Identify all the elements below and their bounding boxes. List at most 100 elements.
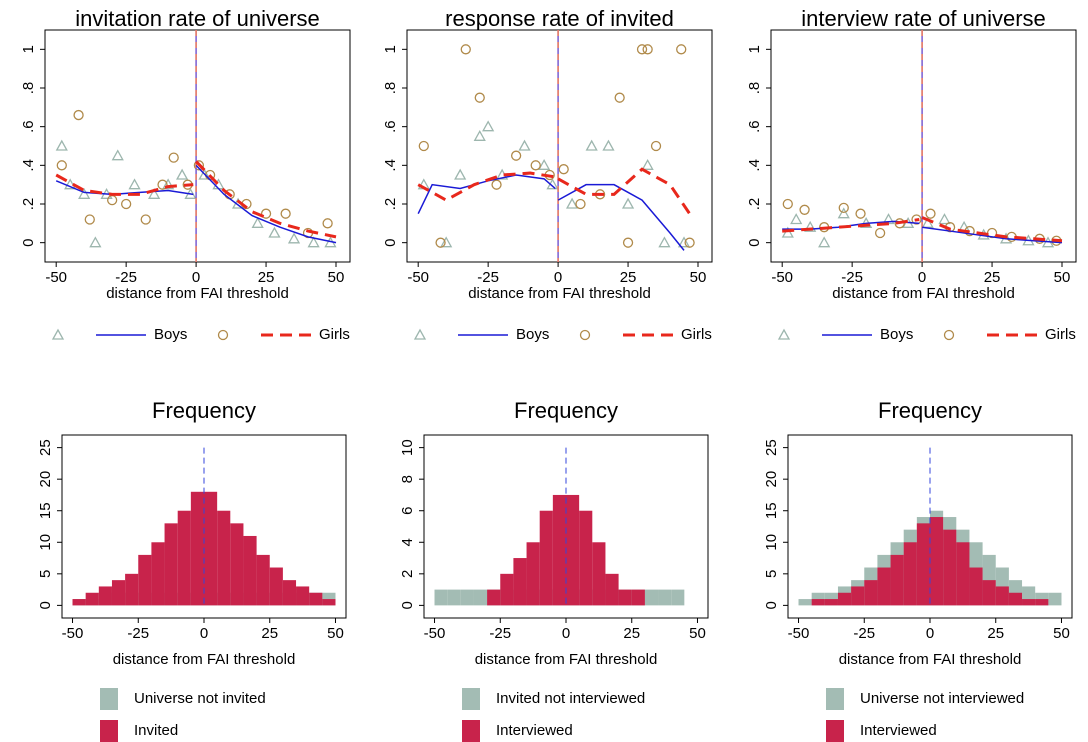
legend-swatch — [100, 688, 118, 710]
girls-point — [491, 179, 502, 190]
histogram-bar — [798, 599, 812, 606]
boys-point — [565, 197, 579, 209]
y-tick-label: 10 — [399, 439, 416, 456]
histogram-bar — [434, 589, 448, 606]
histogram-bar — [916, 523, 930, 606]
boys-point — [804, 220, 817, 232]
x-tick-label: 50 — [1054, 269, 1071, 286]
y-tick-label: 5 — [37, 570, 54, 578]
histogram-bar — [579, 510, 593, 606]
legend-swatch — [462, 688, 480, 710]
x-tick-label: -50 — [771, 269, 793, 286]
histogram-bar — [864, 580, 878, 606]
chart-title: invitation rate of universe — [75, 6, 320, 31]
fit-line — [55, 164, 337, 244]
legend-swatch — [826, 720, 844, 742]
boys-point — [621, 197, 635, 209]
histogram-bar — [811, 599, 825, 606]
girls-point — [56, 160, 67, 171]
y-tick-label: 8 — [399, 475, 416, 483]
legend-swatch — [100, 720, 118, 742]
histogram-bar — [837, 592, 852, 606]
fit-line — [782, 216, 1063, 243]
y-tick-label: 0 — [382, 238, 399, 246]
x-axis-label: distance from FAI threshold — [113, 651, 296, 668]
x-tick-label: -25 — [477, 269, 499, 286]
histogram-bar — [851, 586, 865, 606]
boys-point — [148, 187, 161, 199]
x-axis-label: distance from FAI threshold — [475, 651, 658, 668]
histogram-bar — [526, 542, 540, 606]
x-tick-label: -25 — [489, 625, 511, 642]
histogram-bar — [552, 494, 566, 606]
boys-point — [790, 213, 803, 225]
girls-point — [838, 202, 849, 214]
legend-label: Girls — [319, 326, 350, 343]
x-tick-label: -50 — [45, 269, 67, 286]
boys-point — [585, 139, 598, 151]
x-tick-label: -25 — [853, 625, 875, 642]
boys-point — [818, 236, 831, 248]
x-tick-label: -25 — [841, 269, 863, 286]
legend-label: Girls — [1045, 326, 1076, 343]
histogram-bar — [877, 567, 891, 606]
histogram-bar — [566, 494, 580, 606]
plot-frame — [406, 29, 713, 263]
histogram-bar — [956, 542, 970, 606]
histogram-bar — [943, 529, 957, 606]
histogram-bar — [217, 510, 231, 606]
histogram-bar — [1035, 599, 1049, 606]
x-tick-label: -50 — [407, 269, 429, 286]
chart-title: Frequency — [514, 398, 618, 423]
girls-point — [558, 164, 569, 175]
girls-point — [894, 218, 905, 229]
plot-frame — [770, 29, 1077, 263]
histogram-bar — [592, 542, 606, 606]
legend-marker — [413, 328, 427, 340]
boys-point — [538, 158, 551, 170]
x-tick-label: 25 — [984, 269, 1001, 286]
histogram-bar — [658, 589, 672, 606]
boys-point — [111, 149, 124, 161]
boys-point — [454, 168, 467, 180]
panel: Frequency distance from FAI threshold -50 -… — [763, 398, 1073, 742]
girls-point — [925, 208, 936, 219]
legend-swatch — [462, 720, 480, 742]
girls-point — [911, 214, 922, 225]
histogram-bar — [204, 491, 218, 606]
y-tick-label: .4 — [746, 159, 763, 172]
girls-point — [622, 237, 634, 248]
x-tick-label: 25 — [987, 625, 1004, 642]
histogram-bar — [903, 542, 917, 606]
boys-point — [546, 178, 559, 190]
y-tick-label: 10 — [37, 534, 54, 551]
girls-point — [157, 179, 168, 190]
histogram-bar — [190, 491, 204, 606]
histogram-bar — [125, 573, 139, 606]
panel: response rate of invited distance from FA… — [382, 6, 713, 343]
y-tick-label: 0 — [399, 601, 416, 609]
girls-point — [418, 140, 429, 152]
boys-point — [602, 139, 615, 151]
girls-point — [642, 44, 653, 55]
girls-point — [510, 150, 522, 161]
y-tick-label: 1 — [20, 45, 37, 53]
y-tick-label: 25 — [763, 439, 780, 456]
histogram-bar — [995, 586, 1009, 606]
y-tick-label: 0 — [20, 238, 37, 246]
x-tick-label: 0 — [926, 625, 934, 642]
y-tick-label: .6 — [20, 120, 37, 133]
y-tick-label: .6 — [746, 120, 763, 133]
histogram-bar — [138, 554, 152, 606]
y-tick-label: 2 — [399, 570, 416, 578]
histogram-bar — [460, 589, 474, 606]
y-tick-label: .2 — [382, 198, 399, 211]
legend-marker — [217, 329, 229, 341]
histogram-bar — [296, 586, 310, 606]
histogram-bar — [243, 535, 257, 606]
girls-point — [460, 44, 471, 55]
y-tick-label: 6 — [399, 507, 416, 515]
boys-point — [837, 207, 850, 219]
legend-marker — [777, 328, 791, 340]
